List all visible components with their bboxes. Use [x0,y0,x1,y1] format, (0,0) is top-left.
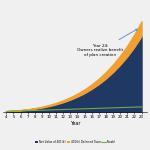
Text: Year 24:
Owners realize benefit
of plan creation: Year 24: Owners realize benefit of plan … [77,29,137,57]
Legend: Net Value of 401(k), 401(k) Deferred Taxes, Taxabl: Net Value of 401(k), 401(k) Deferred Tax… [34,139,116,145]
X-axis label: Year: Year [70,120,80,126]
